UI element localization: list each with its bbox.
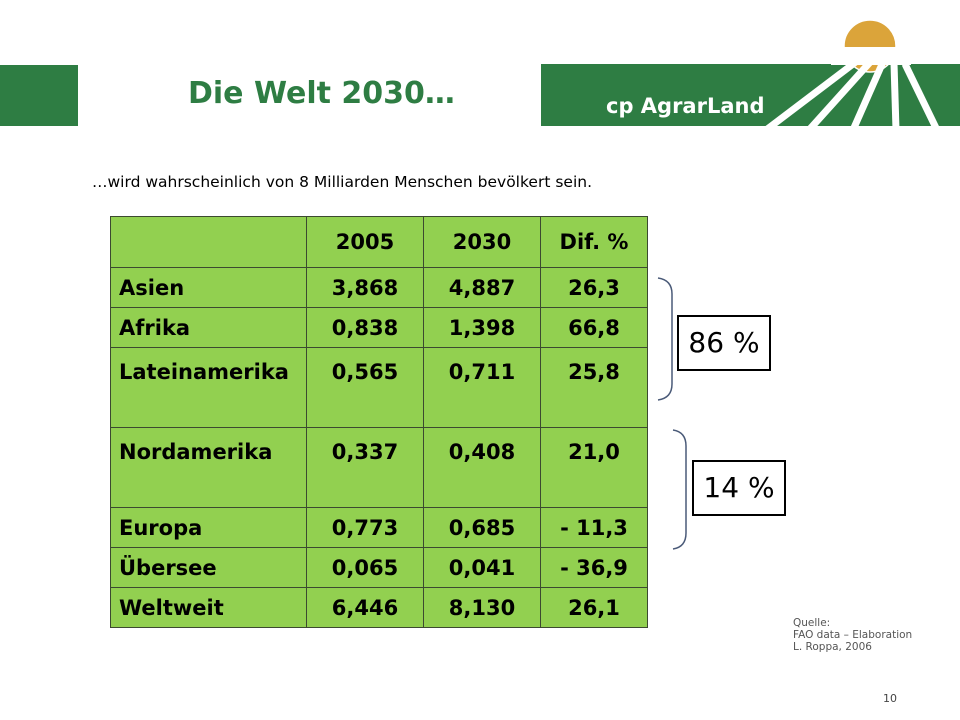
field-stripes-icon: [763, 55, 940, 128]
bracket-upper-icon: [657, 277, 673, 401]
source-label: Quelle:: [793, 617, 831, 629]
source-line: FAO data – Elaboration: [793, 629, 913, 641]
table-header-cell: Dif. %: [540, 216, 648, 268]
diff-cell: - 36,9: [540, 547, 648, 588]
region-cell: Asien: [110, 267, 307, 308]
diff-cell: 26,3: [540, 267, 648, 308]
value-2005-cell: 0,838: [306, 307, 424, 348]
bracket-lower-icon: [672, 429, 687, 550]
share-box-14: 14 %: [692, 460, 786, 516]
value-2030-cell: 8,130: [423, 587, 541, 628]
table-row: Nordamerika 0,337 0,408 21,0: [110, 427, 648, 508]
source-note: Quelle: FAO data – Elaboration L. Roppa,…: [793, 617, 912, 653]
table-header-cell: [110, 216, 307, 268]
table-header-cell: 2005: [306, 216, 424, 268]
table-row: Asien 3,868 4,887 26,3: [110, 267, 648, 308]
value-2005-cell: 3,868: [306, 267, 424, 308]
table-row: Afrika 0,838 1,398 66,8: [110, 307, 648, 348]
logo-graphic: [763, 19, 940, 128]
value-2005-cell: 0,065: [306, 547, 424, 588]
region-cell: Übersee: [110, 547, 307, 588]
left-accent-block: [0, 65, 78, 126]
diff-cell: 66,8: [540, 307, 648, 348]
slide-title: Die Welt 2030…: [188, 76, 455, 111]
region-cell: Lateinamerika: [110, 347, 307, 428]
source-line: L. Roppa, 2006: [793, 641, 872, 653]
diff-cell: 21,0: [540, 427, 648, 508]
value-2030-cell: 1,398: [423, 307, 541, 348]
logo-banner: cp AgrarLand: [541, 64, 960, 126]
diff-cell: 26,1: [540, 587, 648, 628]
region-cell: Nordamerika: [110, 427, 307, 508]
diff-cell: - 11,3: [540, 507, 648, 548]
table-row: Weltweit 6,446 8,130 26,1: [110, 587, 648, 628]
slide-subtitle: …wird wahrscheinlich von 8 Milliarden Me…: [92, 173, 592, 191]
diff-cell: 25,8: [540, 347, 648, 428]
population-table: 2005 2030 Dif. % Asien 3,868 4,887 26,3 …: [110, 216, 648, 628]
value-2005-cell: 6,446: [306, 587, 424, 628]
region-cell: Afrika: [110, 307, 307, 348]
logo-text: cp AgrarLand: [606, 94, 765, 118]
region-cell: Weltweit: [110, 587, 307, 628]
page-number: 10: [883, 692, 897, 705]
value-2030-cell: 0,711: [423, 347, 541, 428]
value-2030-cell: 0,408: [423, 427, 541, 508]
share-box-86: 86 %: [677, 315, 771, 371]
